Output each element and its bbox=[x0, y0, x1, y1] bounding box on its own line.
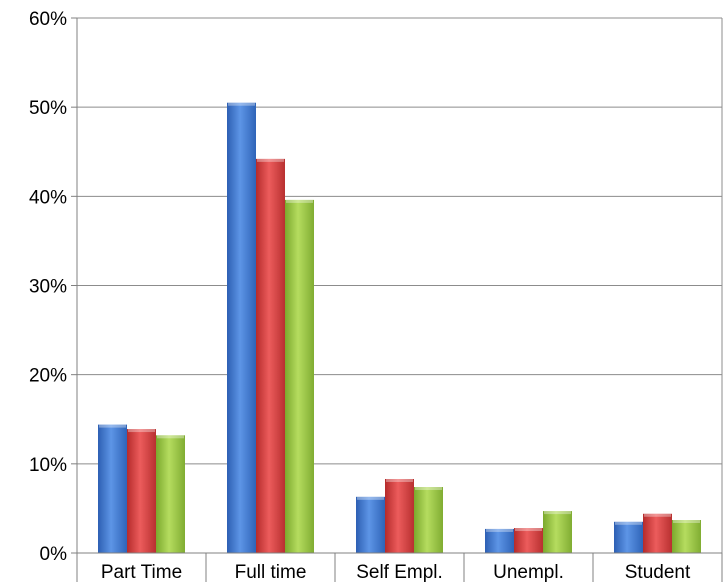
bar-highlight bbox=[386, 478, 413, 482]
y-tick-label: 60% bbox=[29, 9, 67, 30]
bar-highlight bbox=[286, 199, 313, 203]
y-tick-label: 20% bbox=[29, 366, 67, 387]
bar-highlight bbox=[357, 496, 384, 500]
bar bbox=[414, 487, 443, 553]
bar bbox=[98, 424, 127, 553]
bar-highlight bbox=[486, 528, 513, 532]
bar-highlight bbox=[544, 511, 571, 515]
bar bbox=[485, 528, 514, 553]
y-tick-label: 40% bbox=[29, 187, 67, 208]
axes bbox=[71, 17, 723, 582]
bar bbox=[227, 102, 256, 553]
bar bbox=[356, 496, 385, 553]
bar bbox=[643, 513, 672, 553]
bar bbox=[156, 435, 185, 553]
y-tick-label: 10% bbox=[29, 455, 67, 476]
bar-highlight bbox=[515, 528, 542, 532]
y-tick-label: 0% bbox=[40, 544, 68, 565]
bar bbox=[127, 429, 156, 553]
y-tick-label: 30% bbox=[29, 277, 67, 298]
bar-highlight bbox=[415, 487, 442, 491]
x-tick-label: Self Empl. bbox=[356, 562, 443, 582]
x-tick-label: Student bbox=[625, 562, 691, 582]
bar bbox=[256, 158, 285, 553]
y-tick-label: 50% bbox=[29, 98, 67, 119]
bar bbox=[285, 199, 314, 553]
bar-highlight bbox=[228, 102, 255, 106]
axis-labels: 0% 10% 20% 30% 40% 50% 60% Part Time Full time Se… bbox=[29, 9, 691, 582]
bar-highlight bbox=[128, 429, 155, 433]
bar-highlight bbox=[644, 513, 671, 517]
bar bbox=[543, 511, 572, 553]
bar bbox=[672, 520, 701, 553]
bar-highlight bbox=[615, 521, 642, 525]
bar bbox=[514, 528, 543, 553]
x-tick-label: Unempl. bbox=[493, 562, 564, 582]
bar-highlight bbox=[257, 158, 284, 162]
bar-highlight bbox=[157, 435, 184, 439]
bar-highlight bbox=[673, 520, 700, 524]
gridlines bbox=[77, 17, 723, 553]
x-tick-label: Part Time bbox=[101, 562, 182, 582]
bar bbox=[614, 521, 643, 553]
bars bbox=[98, 102, 701, 553]
bar bbox=[385, 478, 414, 553]
bar-highlight bbox=[99, 424, 126, 428]
x-tick-label: Full time bbox=[235, 562, 307, 582]
